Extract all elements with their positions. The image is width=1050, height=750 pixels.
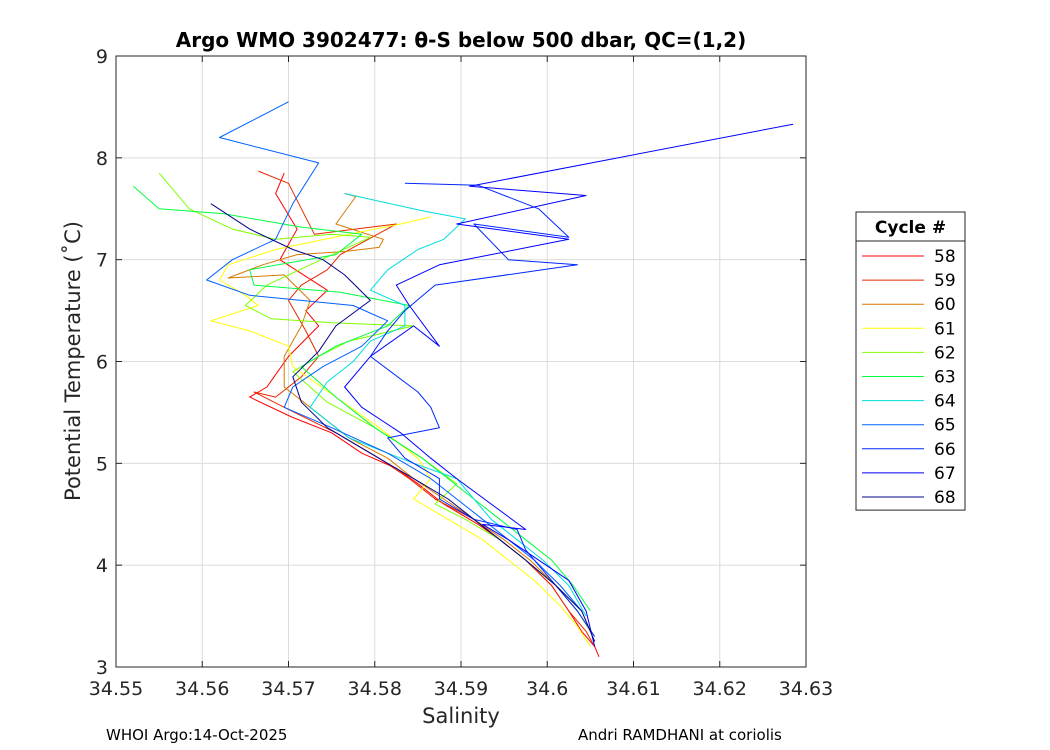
y-tick-label: 6 [96,352,108,374]
series-line-cycle-61 [210,216,591,647]
legend-label-64: 64 [934,392,956,412]
legend-label-65: 65 [934,416,956,436]
y-tick-label: 8 [96,148,108,170]
legend: Cycle # 58 59 60 61 62 63 64 65 66 67 68 [855,211,966,511]
footer-right: Andri RAMDHANI at coriolis [578,726,782,744]
grid-lines [116,56,806,667]
legend-label-62: 62 [934,343,956,363]
series-line-cycle-62 [158,172,591,632]
x-axis-label: Salinity [422,704,500,728]
legend-label-58: 58 [934,247,956,267]
legend-label-60: 60 [934,295,956,315]
y-axis-label: Potential Temperature (˚C) [61,221,85,501]
x-tick-label: 34.62 [693,678,747,700]
legend-label-67: 67 [934,464,956,484]
x-tick-label: 34.6 [526,678,568,700]
series-line-cycle-66 [369,182,596,637]
y-tick-label: 4 [96,555,108,577]
legend-label-61: 61 [934,319,956,339]
x-tick-label: 34.55 [89,678,143,700]
series-line-cycle-68 [210,203,596,642]
legend-label-63: 63 [934,368,956,388]
axis-ticks: 34.55 34.56 34.57 34.58 34.59 34.6 34.61 34.62 3… [89,46,833,700]
y-tick-label: 5 [96,453,108,475]
x-tick-label: 34.61 [606,678,660,700]
x-tick-label: 34.56 [175,678,229,700]
legend-label-66: 66 [934,440,956,460]
legend-box [855,211,966,511]
series-line-cycle-67 [344,123,794,647]
series-line-cycle-63 [132,185,591,612]
x-tick-label: 34.57 [261,678,315,700]
y-tick-label: 9 [96,46,108,68]
footer-left: WHOI Argo:14-Oct-2025 [106,726,287,744]
chart-title: Argo WMO 3902477: θ-S below 500 dbar, QC… [176,28,746,52]
x-tick-label: 34.58 [348,678,402,700]
legend-label-59: 59 [934,271,956,291]
y-tick-label: 3 [96,657,108,679]
series-line-cycle-64 [309,193,587,617]
series-line-cycle-65 [206,101,583,612]
series-lines [132,101,794,657]
x-tick-label: 34.59 [434,678,488,700]
x-tick-label: 34.63 [779,678,833,700]
series-line-cycle-60 [227,193,591,632]
legend-label-68: 68 [934,488,956,508]
legend-title: Cycle # [875,218,946,238]
y-tick-label: 7 [96,250,108,272]
